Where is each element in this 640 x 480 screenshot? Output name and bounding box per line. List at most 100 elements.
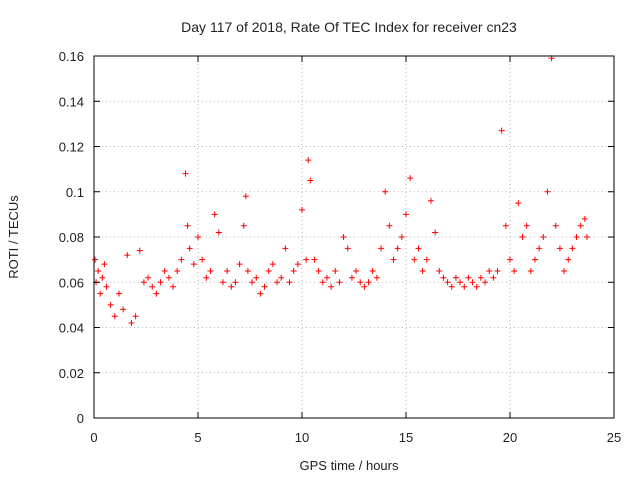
y-tick-label: 0.14 [59, 94, 84, 109]
x-tick-label: 15 [399, 430, 413, 445]
data-point [97, 290, 104, 297]
data-point [515, 200, 522, 207]
y-tick-label: 0.1 [66, 185, 84, 200]
data-point [99, 274, 106, 281]
data-point [461, 283, 468, 290]
data-point [186, 245, 193, 252]
data-point [494, 267, 501, 274]
data-point [190, 261, 197, 268]
data-point [232, 279, 239, 286]
data-point [469, 279, 476, 286]
data-point [120, 306, 127, 313]
data-point [440, 274, 447, 281]
y-tick-label: 0.02 [59, 366, 84, 381]
data-point [219, 279, 226, 286]
data-point [415, 245, 422, 252]
x-tick-label: 25 [607, 430, 621, 445]
data-point [161, 267, 168, 274]
data-point [511, 267, 518, 274]
data-points [92, 55, 590, 326]
x-axis-label: GPS time / hours [300, 458, 399, 473]
data-point [332, 267, 339, 274]
x-tick-label: 5 [194, 430, 201, 445]
data-point [278, 274, 285, 281]
data-point [224, 267, 231, 274]
data-point [128, 319, 135, 326]
data-point [498, 127, 505, 134]
data-point [473, 283, 480, 290]
data-point [523, 222, 530, 229]
data-point [184, 222, 191, 229]
data-point [369, 267, 376, 274]
data-point [242, 193, 249, 200]
data-point [195, 234, 201, 240]
data-point [482, 279, 489, 286]
y-axis-label: ROTI / TECUs [6, 195, 21, 279]
data-point [581, 215, 588, 222]
data-point [294, 261, 301, 268]
data-point [145, 274, 152, 281]
data-point [174, 267, 181, 274]
data-point [92, 256, 99, 263]
data-point [552, 222, 559, 229]
data-point [544, 188, 551, 195]
data-point [398, 234, 405, 240]
data-point [269, 261, 276, 268]
data-point [261, 283, 268, 290]
data-point [286, 279, 293, 286]
data-point [531, 256, 538, 263]
data-point [257, 290, 264, 297]
data-point [153, 290, 160, 297]
data-point [486, 267, 493, 274]
data-point [490, 274, 497, 281]
data-point [432, 229, 439, 236]
x-tick-label: 20 [503, 430, 517, 445]
data-point [282, 245, 289, 252]
y-tick-label: 0.12 [59, 140, 84, 155]
data-point [386, 222, 393, 229]
data-point [240, 222, 247, 229]
data-point [477, 274, 484, 281]
data-point [394, 245, 401, 252]
data-point [436, 267, 443, 274]
grid-lines [94, 56, 614, 418]
x-tick-label: 0 [90, 430, 97, 445]
data-point [348, 274, 355, 281]
data-point [215, 229, 222, 236]
data-point [290, 267, 297, 274]
data-point [340, 234, 347, 240]
data-point [328, 283, 335, 290]
data-point [465, 274, 472, 281]
data-point [519, 234, 526, 240]
data-point [357, 279, 364, 286]
data-point [403, 211, 409, 218]
data-point [136, 247, 143, 254]
data-point [274, 279, 281, 286]
data-point [111, 313, 118, 320]
data-point [378, 245, 385, 252]
data-point [305, 157, 312, 164]
data-point [311, 256, 318, 263]
chart-title: Day 117 of 2018, Rate Of TEC Index for r… [181, 19, 517, 35]
data-point [249, 279, 256, 286]
data-point [178, 256, 185, 263]
data-point [502, 222, 509, 229]
y-tick-label: 0.16 [59, 49, 84, 64]
data-point [303, 256, 310, 263]
data-point [95, 267, 102, 274]
y-tick-label: 0.04 [59, 321, 84, 336]
data-point [411, 256, 418, 263]
data-point [556, 245, 563, 252]
data-point [115, 290, 122, 297]
data-point [540, 234, 547, 240]
data-point [390, 256, 397, 263]
data-point [319, 279, 326, 286]
data-point [207, 267, 214, 274]
data-point [452, 274, 459, 281]
data-point [228, 283, 235, 290]
data-point [365, 279, 372, 286]
data-point [253, 274, 260, 281]
data-point [199, 256, 206, 263]
data-point [427, 197, 434, 204]
